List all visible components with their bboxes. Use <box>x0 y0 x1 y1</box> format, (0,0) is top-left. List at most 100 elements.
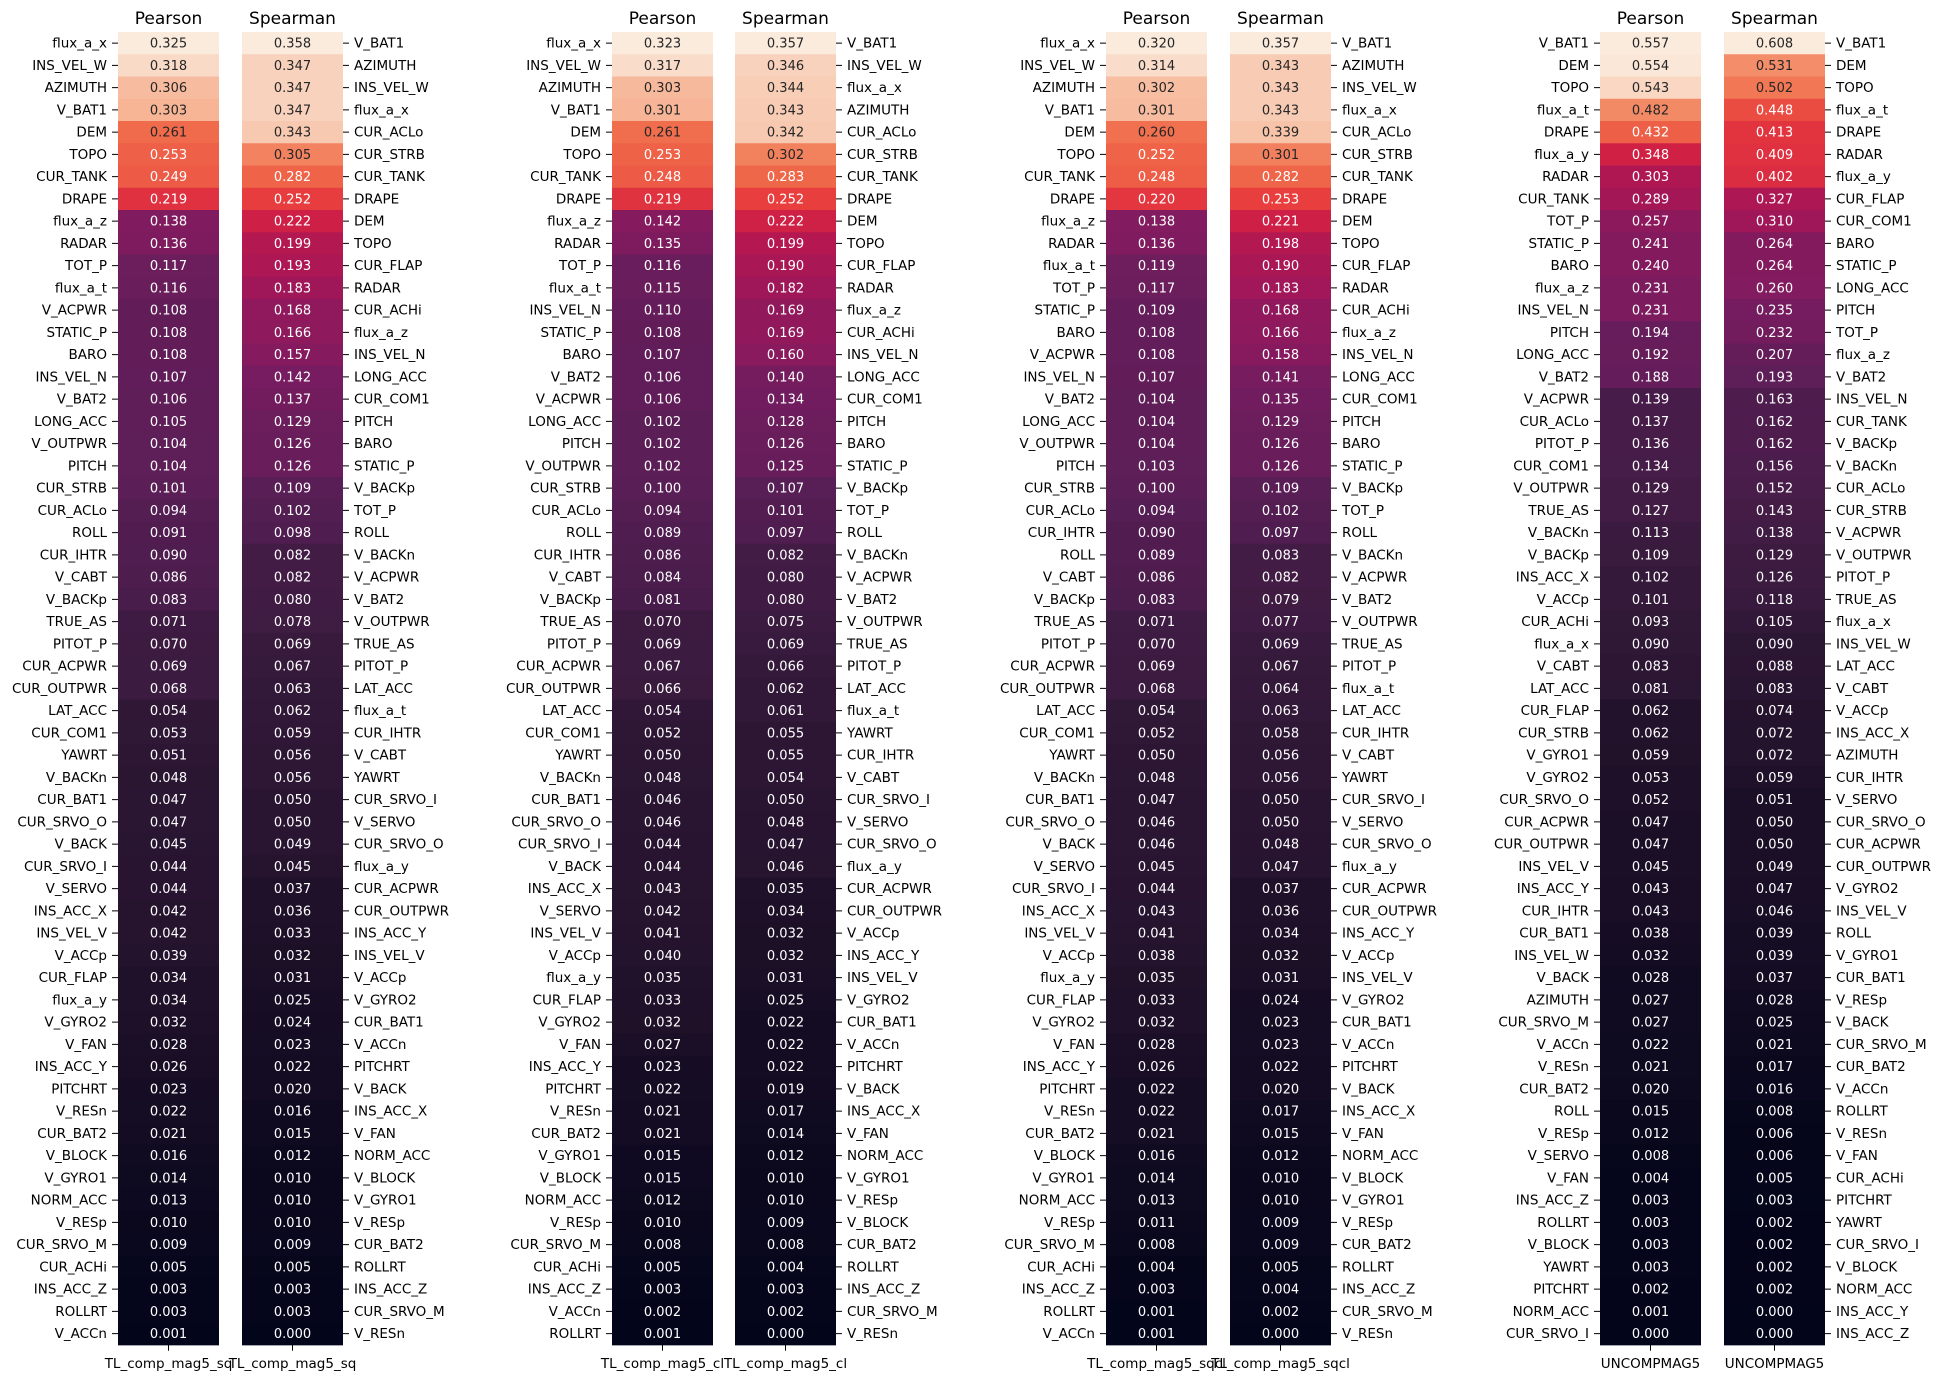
cell-value-label: 0.062 <box>767 682 804 697</box>
row-label: AZIMUTH <box>539 80 601 96</box>
heatmap-cell <box>1724 187 1825 211</box>
cell-value-label: 0.097 <box>1262 526 1299 541</box>
cell-value-label: 0.093 <box>1632 615 1669 630</box>
cell-value-label: 0.066 <box>767 660 804 675</box>
row-label: V_GYRO2 <box>847 992 910 1008</box>
cell-value-label: 0.035 <box>767 882 804 897</box>
cell-value-label: 0.051 <box>150 749 187 764</box>
cell-value-label: 0.129 <box>1262 415 1299 430</box>
heatmap-cell <box>612 187 713 211</box>
row-label: CUR_ACPWR <box>847 881 932 897</box>
cell-value-label: 0.034 <box>1262 927 1299 942</box>
cell-value-label: 0.064 <box>1262 682 1299 697</box>
cell-value-label: 0.037 <box>274 882 311 897</box>
row-label: PITCH <box>354 414 393 430</box>
heatmap-cell <box>118 1077 219 1101</box>
x-tick-label: UNCOMPMAG5 <box>1725 1356 1825 1372</box>
cell-value-label: 0.002 <box>1756 1238 1793 1253</box>
cell-value-label: 0.083 <box>1756 682 1793 697</box>
heatmap-cell <box>1230 899 1331 923</box>
cell-value-label: 0.024 <box>274 1016 311 1031</box>
heatmap-cell <box>1724 744 1825 767</box>
cell-value-label: 0.036 <box>1262 904 1299 919</box>
heatmap-cell <box>1600 299 1701 322</box>
heatmap-cell <box>1600 721 1701 745</box>
cell-value-label: 0.003 <box>150 1283 187 1298</box>
row-label: V_BLOCK <box>354 1170 416 1186</box>
cell-value-label: 0.357 <box>767 37 804 52</box>
row-label: CUR_ACLo <box>354 125 423 141</box>
row-label: flux_a_x <box>1342 102 1397 118</box>
row-label: ROLL <box>1554 1104 1590 1120</box>
heatmap-cell <box>242 521 343 545</box>
heatmap-cell <box>1724 1300 1825 1324</box>
row-label: LAT_ACC <box>847 681 906 697</box>
cell-value-label: 0.059 <box>1632 749 1669 764</box>
row-label: CUR_SRVO_M <box>1342 1304 1433 1320</box>
cell-value-label: 0.028 <box>1138 1038 1175 1053</box>
row-label: flux_a_y <box>1342 859 1397 875</box>
heatmap-cell <box>242 165 343 189</box>
row-label: CUR_ACPWR <box>354 881 439 897</box>
heatmap-cell <box>1230 877 1331 901</box>
x-tick-label: TL_comp_mag5_cl <box>723 1356 847 1372</box>
cell-value-label: 0.129 <box>1756 548 1793 563</box>
heatmap-cell <box>612 1322 713 1346</box>
cell-value-label: 0.554 <box>1632 59 1669 74</box>
row-label: V_ACCn <box>354 1037 406 1053</box>
cell-value-label: 0.109 <box>1262 482 1299 497</box>
heatmap-cell <box>1724 1255 1825 1279</box>
cell-value-label: 0.119 <box>1138 259 1175 274</box>
row-label: flux_a_z <box>847 303 901 319</box>
cell-value-label: 0.302 <box>767 148 804 163</box>
cell-value-label: 0.557 <box>1632 37 1669 52</box>
cell-value-label: 0.126 <box>1756 571 1793 586</box>
cell-value-label: 0.003 <box>1756 1194 1793 1209</box>
cell-value-label: 0.022 <box>274 1060 311 1075</box>
heatmap-cell <box>735 855 836 879</box>
cell-value-label: 0.482 <box>1632 103 1669 118</box>
row-label: ROLL <box>566 525 602 541</box>
cell-value-label: 0.190 <box>1262 259 1299 274</box>
heatmap-cell <box>1724 432 1825 456</box>
heatmap-cell <box>1724 32 1825 55</box>
cell-value-label: 0.082 <box>767 548 804 563</box>
heatmap-cell <box>1230 566 1331 589</box>
row-label: INS_ACC_Y <box>1023 1059 1096 1075</box>
row-label: V_BAT2 <box>847 592 897 608</box>
row-label: LAT_ACC <box>1836 659 1895 675</box>
cell-value-label: 0.014 <box>150 1171 187 1186</box>
cell-value-label: 0.001 <box>1632 1305 1669 1320</box>
row-label: CUR_SRVO_O <box>1836 814 1926 830</box>
heatmap-cell <box>1230 766 1331 790</box>
row-label: flux_a_t <box>1537 102 1589 118</box>
heatmap-cell <box>1230 210 1331 233</box>
cell-value-label: 0.070 <box>644 615 681 630</box>
cell-value-label: 0.129 <box>1632 482 1669 497</box>
cell-value-label: 0.084 <box>644 571 681 586</box>
cell-value-label: 0.010 <box>1262 1194 1299 1209</box>
cell-value-label: 0.072 <box>1756 726 1793 741</box>
cell-value-label: 0.086 <box>150 571 187 586</box>
cell-value-label: 0.047 <box>1262 860 1299 875</box>
row-label: V_BLOCK <box>1528 1237 1590 1253</box>
heatmap-cell <box>242 833 343 856</box>
row-label: YAWRT <box>1835 1215 1882 1231</box>
row-label: CUR_BAT1 <box>354 1015 424 1031</box>
heatmap-cell <box>1600 1278 1701 1301</box>
cell-value-label: 0.090 <box>1138 526 1175 541</box>
row-label: CUR_FLAP <box>1342 258 1410 274</box>
row-label: V_BAT2 <box>1045 392 1095 408</box>
row-label: TOT_P <box>846 503 889 519</box>
row-label: TRUE_AS <box>846 636 908 652</box>
cell-value-label: 0.049 <box>1756 860 1793 875</box>
heatmap-cell <box>242 1011 343 1034</box>
cell-value-label: 0.047 <box>150 793 187 808</box>
cell-value-label: 0.231 <box>1632 304 1669 319</box>
row-label: CUR_ACLo <box>1836 481 1905 497</box>
cell-value-label: 0.050 <box>1756 838 1793 853</box>
heatmap-cell <box>612 1233 713 1257</box>
heatmap-cell <box>1230 833 1331 856</box>
row-label: AZIMUTH <box>1033 80 1095 96</box>
heatmap-cell <box>118 922 219 945</box>
